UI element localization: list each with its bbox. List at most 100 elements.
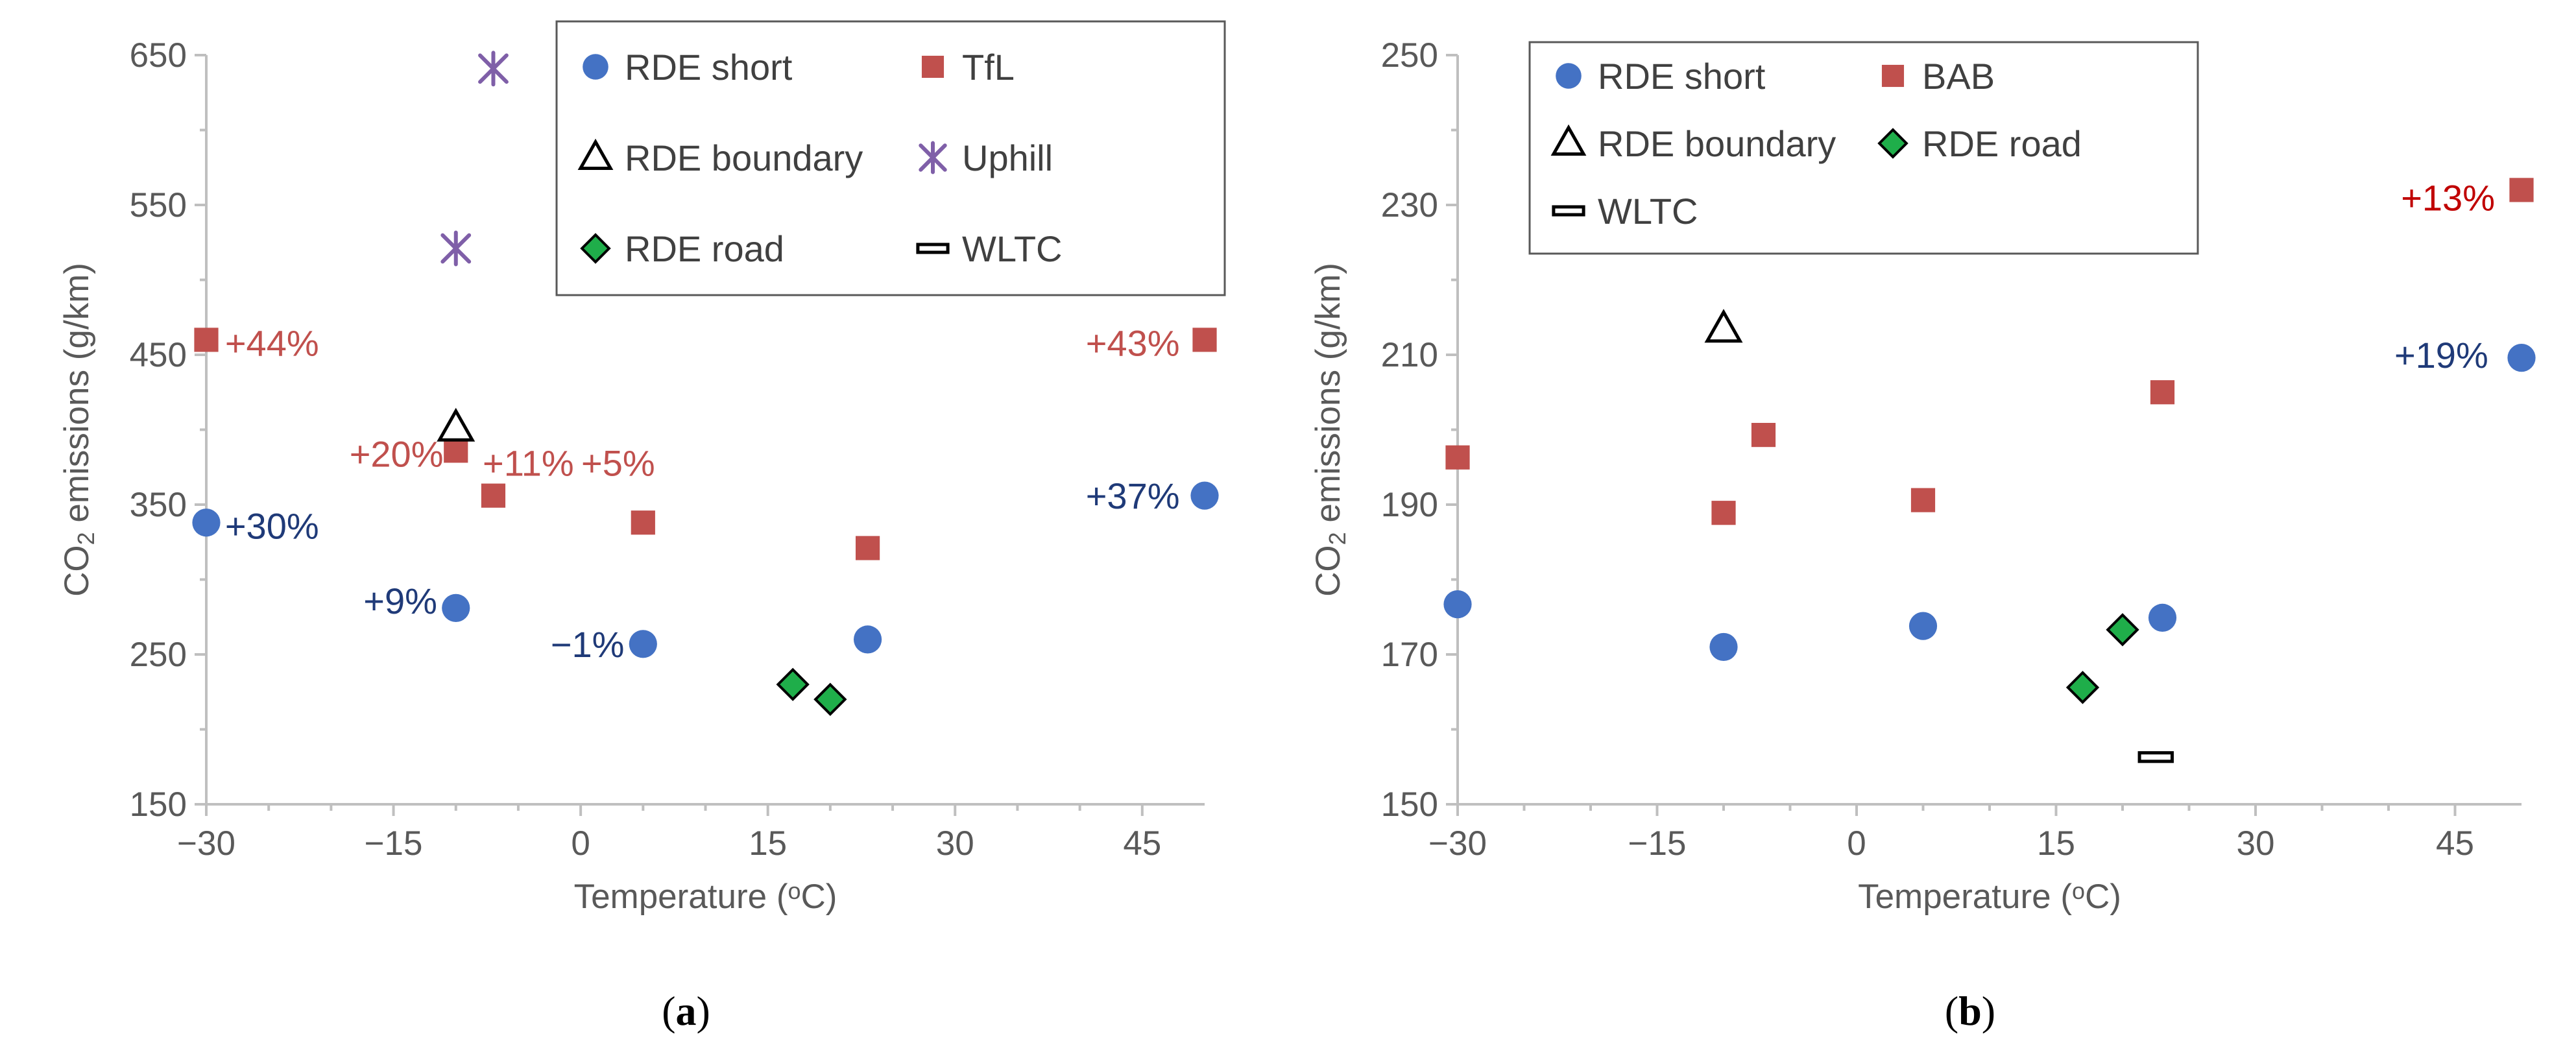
x-tick-label: 45 (1123, 824, 1161, 863)
annotations: +13% +19% (2394, 177, 2495, 376)
x-tick-label: −15 (1628, 824, 1687, 863)
panel-label: (b) (1945, 988, 1995, 1034)
y-tick-label: 450 (130, 336, 187, 374)
x-tick-label: 15 (2037, 824, 2075, 863)
y-tick-label: 170 (1381, 636, 1438, 674)
data-marks (1443, 178, 2536, 763)
legend-marker (921, 55, 945, 78)
legend-marker (919, 141, 947, 174)
legend-entry: RDE short (583, 47, 793, 88)
y-tick-label: 210 (1381, 336, 1438, 374)
data-label: +11% (483, 442, 574, 483)
legend-entry: RDE short (1556, 56, 1766, 97)
x-axis-title: Temperature (oC) (574, 878, 837, 916)
point-bab (2150, 380, 2175, 405)
data-label: +9% (363, 581, 437, 621)
point-bab (1910, 488, 1936, 512)
data-label: +30% (225, 505, 319, 546)
x-tick-label: 0 (1847, 824, 1866, 863)
point-tfl (444, 438, 468, 463)
x-axis-title: Temperature (oC) (1858, 878, 2121, 916)
point-rde-road (2065, 671, 2100, 704)
y-tick-label: 650 (130, 36, 187, 75)
point-tfl (1192, 328, 1217, 352)
legend-marker (583, 54, 608, 80)
data-label: +5% (581, 442, 655, 483)
point-bab (1445, 445, 1470, 470)
point-tfl (855, 536, 880, 560)
legend-marker (1552, 205, 1585, 217)
legend-entry: BAB (1881, 56, 1995, 97)
point-uphill (440, 230, 472, 267)
legend-label: WLTC (1598, 191, 1698, 232)
legend-box (555, 20, 1226, 296)
legend-marker (916, 243, 950, 254)
data-label: +20% (350, 433, 444, 474)
point-rde-short (1190, 481, 1219, 510)
point-rde-boundary (1704, 309, 1743, 343)
point-rde-short (2507, 344, 2536, 372)
point-rde-boundary (437, 407, 475, 442)
legend-entry: WLTC (1552, 191, 1698, 232)
x-tick-label: 45 (2436, 824, 2474, 863)
legend-marker (1556, 63, 1582, 89)
legend-entry: RDE boundary (577, 138, 863, 178)
legend-label: RDE boundary (625, 138, 863, 178)
legend-label: WLTC (962, 228, 1063, 269)
legend-label: RDE short (625, 47, 793, 88)
point-rde-road (776, 667, 810, 701)
legend-entry: TfL (921, 47, 1015, 88)
legend-label: TfL (962, 47, 1015, 88)
point-tfl (481, 483, 506, 508)
point-rde-road (813, 682, 847, 716)
point-rde-short (1908, 612, 1938, 640)
data-label: +37% (1086, 475, 1180, 516)
point-bab (1711, 501, 1736, 525)
y-tick-label: 150 (1381, 785, 1438, 824)
legend-label: BAB (1922, 56, 1995, 97)
x-tick-label: −30 (1428, 824, 1487, 863)
legend-marker (1877, 128, 1908, 159)
y-axis-title: CO2 emissions (g/km) (58, 263, 99, 597)
point-bab (2509, 178, 2534, 202)
legend-label: Uphill (962, 138, 1053, 178)
data-label: −1% (551, 624, 625, 665)
legend-label: RDE road (625, 228, 784, 269)
point-rde-short (442, 593, 470, 622)
point-rde-short (853, 625, 882, 654)
point-rde-short (629, 630, 657, 658)
y-tick-label: 230 (1381, 186, 1438, 224)
legend: RDE short BAB RDE boundary RDE road WLTC (1528, 41, 2199, 255)
point-rde-short (1443, 590, 1472, 619)
y-tick-label: 350 (130, 486, 187, 524)
legend-marker (577, 138, 614, 170)
legend-label: RDE short (1598, 56, 1766, 97)
legend-box (1528, 41, 2199, 255)
annotations: +44% +43% +20% +11% +5% +30% +37% +9% −1% (225, 323, 1180, 665)
data-label: +19% (2394, 335, 2488, 376)
x-tick-label: 30 (2237, 824, 2275, 863)
legend-entry: RDE boundary (1550, 123, 1836, 164)
point-bab (1751, 422, 1776, 448)
data-label: +44% (225, 323, 319, 364)
y-tick-label: 550 (130, 186, 187, 224)
chart-panel-b: 150 170 190 210 230 250 −30 −15 0 15 30 45 Temperatu… (1309, 36, 2536, 1034)
x-tick-label: 15 (749, 824, 787, 863)
chart-panel-a: 150 250 350 450 550 650 −30 −15 0 15 30 45 Temperatu… (58, 20, 1226, 1034)
data-marks (192, 51, 1219, 716)
x-tick-label: 0 (571, 824, 590, 863)
y-tick-label: 150 (130, 785, 187, 824)
legend: RDE short TfL RDE boundary Uphill RDE road WL… (555, 20, 1226, 296)
point-wltc (2137, 751, 2174, 763)
axes: 150 170 190 210 230 250 −30 −15 0 15 30 45 (1381, 36, 2522, 863)
axes: 150 250 350 450 550 650 −30 −15 0 15 30 45 (130, 36, 1205, 863)
point-rde-short (1709, 632, 1738, 662)
x-tick-label: −30 (177, 824, 235, 863)
point-tfl (631, 510, 655, 535)
point-rde-short (2148, 603, 2177, 632)
panel-label: (a) (662, 988, 710, 1034)
legend-entry: Uphill (919, 138, 1053, 178)
y-tick-label: 250 (1381, 36, 1438, 75)
